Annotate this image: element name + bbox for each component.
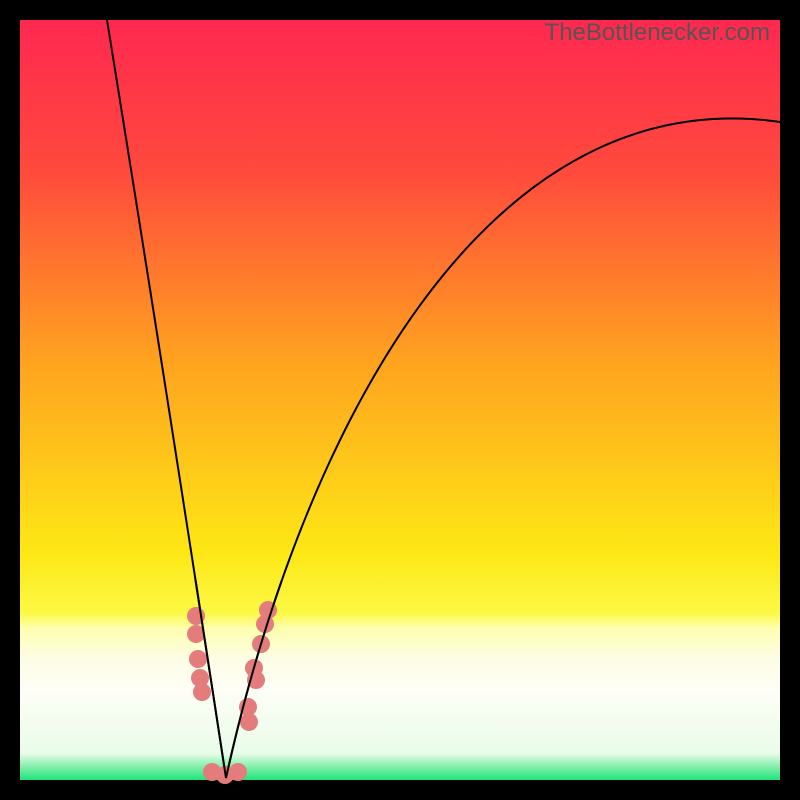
plot-area: TheBottlenecker.com bbox=[20, 20, 780, 780]
chart-frame: TheBottlenecker.com bbox=[0, 0, 800, 800]
data-marker bbox=[193, 683, 211, 701]
curve-layer bbox=[20, 20, 780, 780]
marker-group bbox=[187, 601, 277, 784]
data-marker bbox=[229, 763, 247, 781]
bottleneck-curve-overlay bbox=[107, 20, 780, 778]
data-marker bbox=[189, 650, 207, 668]
